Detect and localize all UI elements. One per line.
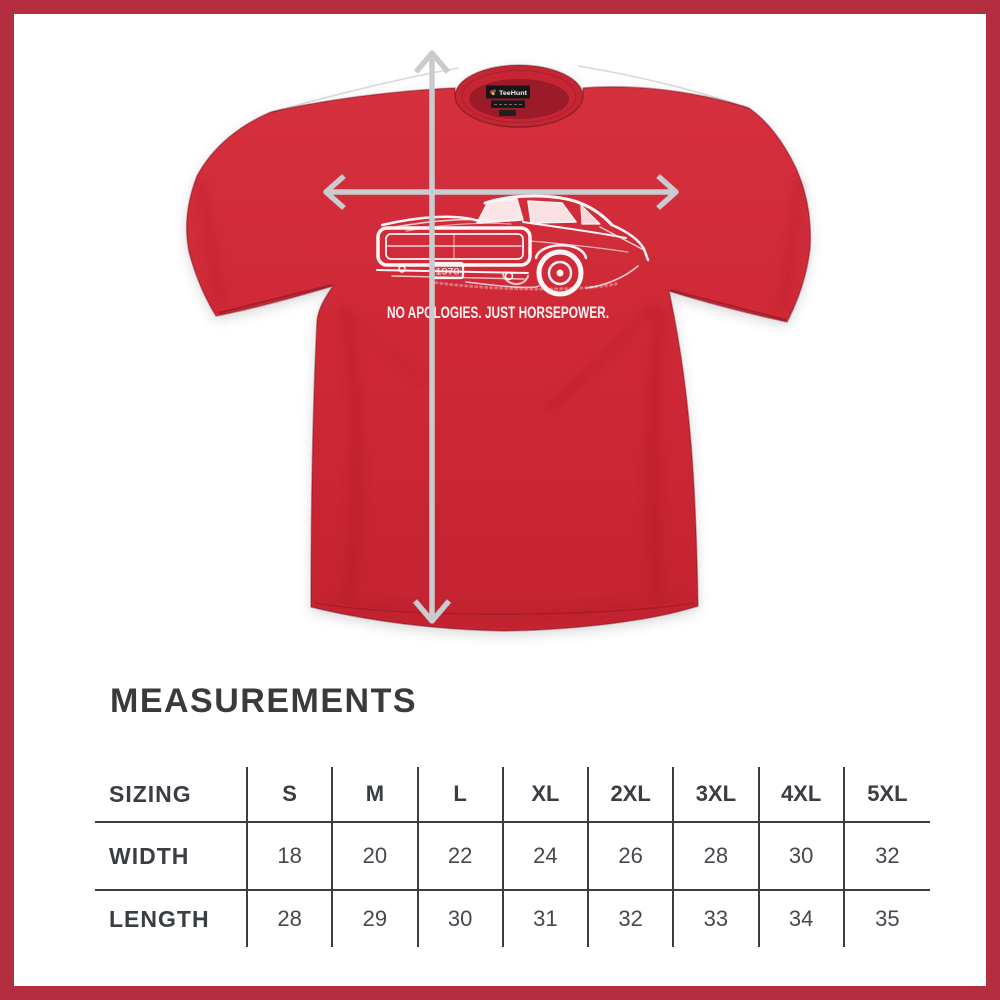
- seams: [218, 65, 787, 615]
- length-value-cell: 28: [248, 889, 334, 947]
- measurements-title: MEASUREMENTS: [110, 682, 418, 720]
- sizing-header-cell: SIZING: [95, 767, 248, 821]
- length-value-cell: 34: [759, 889, 845, 947]
- size-col-header: 4XL: [760, 767, 845, 821]
- brand-logo-icon: [491, 92, 495, 96]
- length-arrow: [412, 50, 452, 624]
- width-value-cell: 22: [418, 821, 504, 889]
- width-value-cell: 26: [589, 821, 675, 889]
- fabric-folds: [195, 179, 805, 619]
- brand-label-tag: TeeHunt: [486, 85, 530, 116]
- collar: TeeHunt: [454, 64, 584, 128]
- product-image: TeeHunt: [185, 50, 812, 632]
- length-value-cell: 35: [844, 889, 930, 947]
- length-value-cell: 33: [674, 889, 760, 947]
- length-value-cell: 31: [503, 889, 589, 947]
- size-col-header: S: [248, 767, 334, 821]
- length-value-cell: 29: [333, 889, 419, 947]
- width-arrow: [323, 173, 679, 211]
- size-col-header: 3XL: [674, 767, 760, 821]
- size-col-header: M: [333, 767, 419, 821]
- size-col-header: 2XL: [589, 767, 675, 821]
- width-value-cell: 30: [759, 821, 845, 889]
- license-plate-text: 1970: [436, 267, 460, 278]
- slogan-text: NO APOLOGIES. JUST HORSEPOWER.: [387, 303, 609, 322]
- length-value-cell: 32: [589, 889, 675, 947]
- width-value-cell: 18: [248, 821, 334, 889]
- car-graphic: 1970: [376, 194, 650, 297]
- brand-label: TeeHunt: [499, 90, 528, 97]
- brand-logo-icon: [493, 89, 496, 93]
- size-col-header: L: [419, 767, 504, 821]
- width-value-cell: 28: [674, 821, 760, 889]
- size-col-header: XL: [504, 767, 589, 821]
- length-row-label: LENGTH: [95, 889, 248, 947]
- width-row-label: WIDTH: [95, 821, 248, 889]
- size-table: SIZING S M L XL 2XL 3XL 4XL 5XL WIDTH 18…: [95, 767, 930, 947]
- width-value-cell: 20: [333, 821, 419, 889]
- tshirt-body: [185, 86, 812, 632]
- width-value-cell: 32: [844, 821, 930, 889]
- length-value-cell: 30: [418, 889, 504, 947]
- size-col-header: 5XL: [867, 781, 908, 806]
- width-value-cell: 24: [503, 821, 589, 889]
- tshirt: TeeHunt: [185, 64, 812, 632]
